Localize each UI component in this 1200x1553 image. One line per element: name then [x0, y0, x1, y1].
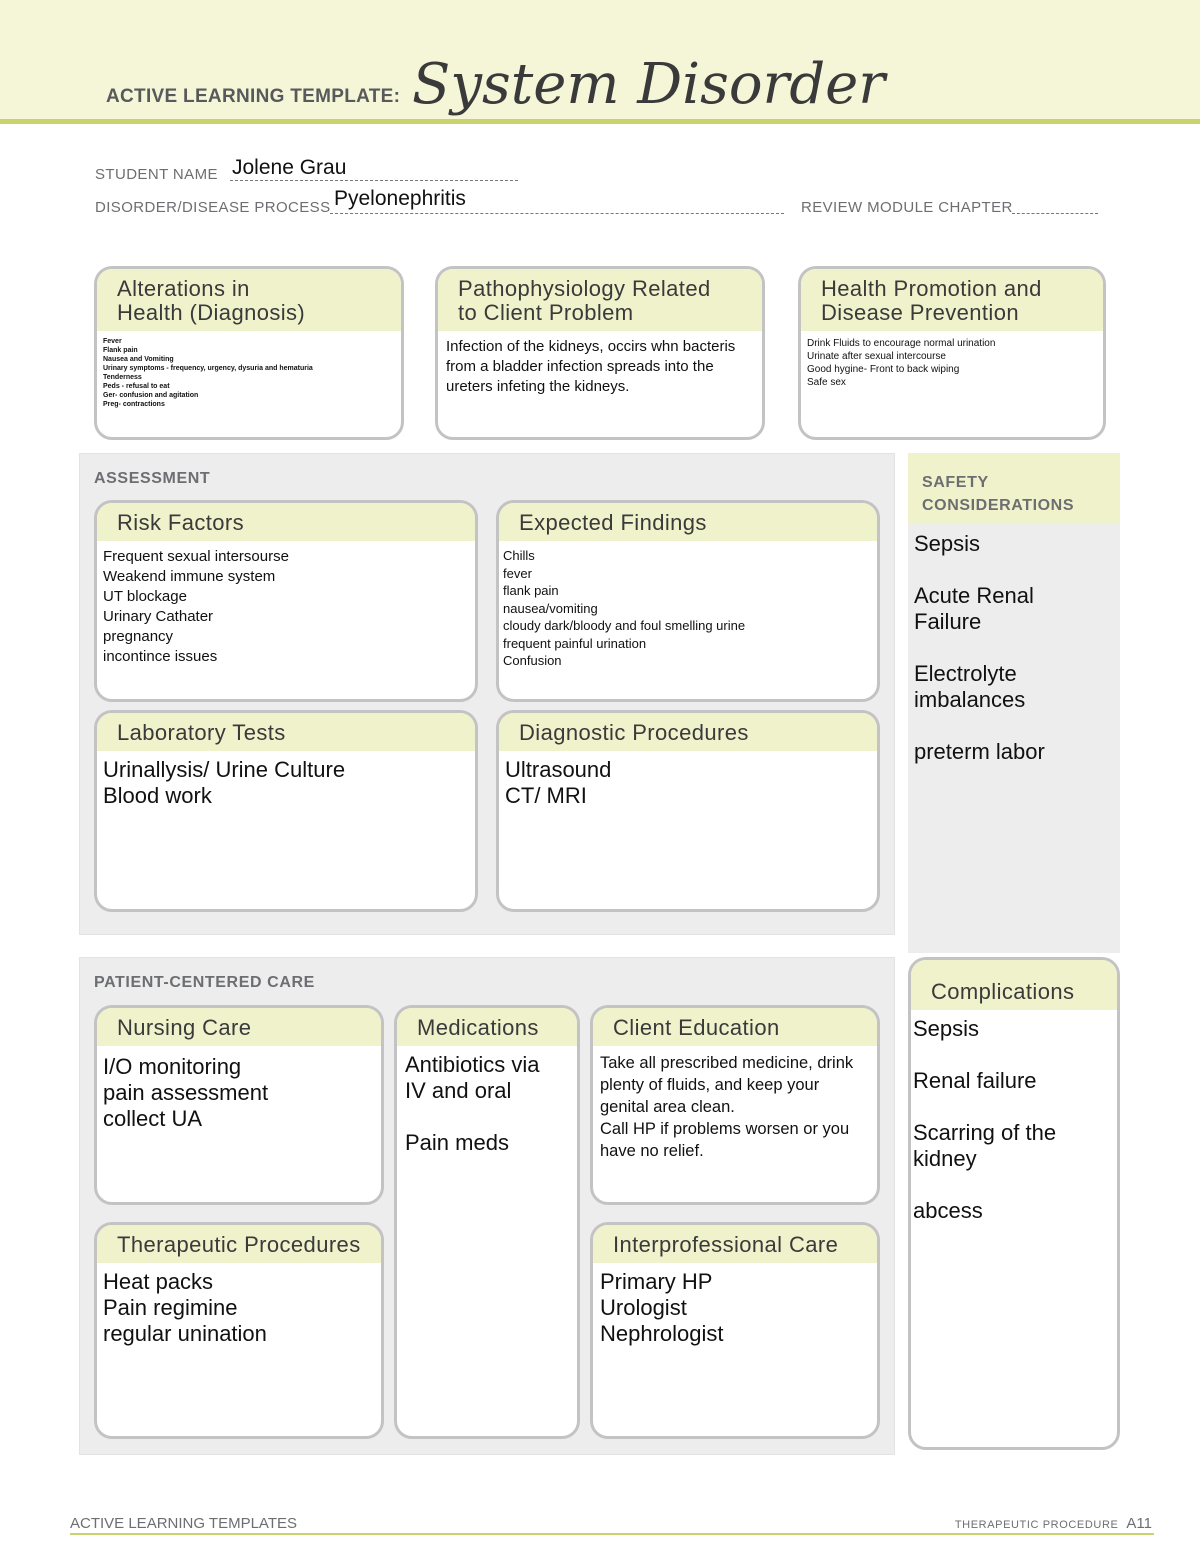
interprofessional-care-box: Interprofessional Care Primary HP Urolog…: [590, 1222, 880, 1439]
box-body[interactable]: Take all prescribed medicine, drink plen…: [600, 1054, 854, 1160]
box-body[interactable]: Sepsis Renal failure Scarring of the kid…: [913, 1016, 1057, 1223]
box-title: Risk Factors: [97, 503, 475, 541]
template-title: System Disorder: [412, 52, 886, 117]
box-body[interactable]: Frequent sexual intersourse Weakend immu…: [103, 548, 289, 665]
box-title: Nursing Care: [97, 1008, 381, 1046]
risk-factors-box: Risk Factors Frequent sexual intersourse…: [94, 500, 478, 702]
box-body[interactable]: Heat packs Pain regimine regular uninati…: [103, 1269, 267, 1346]
footer-left: ACTIVE LEARNING TEMPLATES: [70, 1515, 297, 1532]
box-title: Therapeutic Procedures: [97, 1225, 381, 1263]
therapeutic-procedures-box: Therapeutic Procedures Heat packs Pain r…: [94, 1222, 384, 1439]
page-header: ACTIVE LEARNING TEMPLATE: System Disorde…: [0, 0, 1200, 124]
diagnostic-procedures-box: Diagnostic Procedures Ultrasound CT/ MRI: [496, 710, 880, 912]
student-name-field[interactable]: Jolene Grau: [232, 156, 347, 179]
safety-body[interactable]: Sepsis Acute Renal Failure Electrolyte i…: [914, 531, 1045, 764]
health-promotion-box: Health Promotion and Disease Prevention …: [798, 266, 1106, 440]
box-title: Diagnostic Procedures: [499, 713, 877, 751]
box-body[interactable]: Infection of the kidneys, occirs whn bac…: [446, 338, 736, 395]
disorder-label: DISORDER/DISEASE PROCESS: [95, 199, 331, 216]
nursing-care-box: Nursing Care I/O monitoring pain assessm…: [94, 1005, 384, 1205]
box-body[interactable]: Chills fever flank pain nausea/vomiting …: [503, 548, 746, 668]
chapter-label: REVIEW MODULE CHAPTER: [801, 199, 1013, 216]
footer-right: THERAPEUTIC PROCEDURE A11: [955, 1515, 1152, 1532]
footer-section: THERAPEUTIC PROCEDURE: [954, 1519, 1119, 1531]
box-title: Health Promotion and Disease Prevention: [801, 269, 1103, 331]
client-education-box: Client Education Take all prescribed med…: [590, 1005, 880, 1205]
box-title: Laboratory Tests: [97, 713, 475, 751]
box-title: Alterations in Health (Diagnosis): [97, 269, 401, 331]
template-label: ACTIVE LEARNING TEMPLATE:: [106, 86, 401, 107]
box-body[interactable]: Drink Fluids to encourage normal urinati…: [807, 338, 996, 388]
section-title: ASSESSMENT: [94, 470, 211, 487]
box-title: Interprofessional Care: [593, 1225, 877, 1263]
box-title: Client Education: [593, 1008, 877, 1046]
box-body[interactable]: Fever Flank pain Nausea and Vomiting Uri…: [103, 338, 313, 408]
box-body[interactable]: Primary HP Urologist Nephrologist: [600, 1269, 724, 1346]
section-title: PATIENT-CENTERED CARE: [94, 974, 315, 991]
box-title: Expected Findings: [499, 503, 877, 541]
box-body[interactable]: Ultrasound CT/ MRI: [505, 757, 612, 808]
box-body[interactable]: Urinallysis/ Urine Culture Blood work: [103, 757, 346, 808]
student-name-label: STUDENT NAME: [95, 166, 218, 183]
page-number: A11: [1126, 1515, 1152, 1532]
alterations-box: Alterations in Health (Diagnosis) Fever …: [94, 266, 404, 440]
pathophysiology-box: Pathophysiology Related to Client Proble…: [435, 266, 765, 440]
box-title: Pathophysiology Related to Client Proble…: [438, 269, 762, 331]
disorder-field[interactable]: Pyelonephritis: [334, 187, 466, 210]
section-title: SAFETY CONSIDERATIONS: [908, 453, 1120, 523]
laboratory-tests-box: Laboratory Tests Urinallysis/ Urine Cult…: [94, 710, 478, 912]
expected-findings-box: Expected Findings Chills fever flank pai…: [496, 500, 880, 702]
safety-considerations: SAFETY CONSIDERATIONS Sepsis Acute Renal…: [908, 453, 1120, 953]
complications-box: Complications Sepsis Renal failure Scarr…: [908, 957, 1120, 1450]
box-title: Medications: [397, 1008, 577, 1046]
medications-box: Medications Antibiotics via IV and oral …: [394, 1005, 580, 1439]
box-body[interactable]: Antibiotics via IV and oral Pain meds: [405, 1052, 540, 1155]
box-body[interactable]: I/O monitoring pain assessment collect U…: [103, 1054, 269, 1131]
footer-divider: [70, 1533, 1154, 1535]
box-title: Complications: [911, 960, 1117, 1010]
